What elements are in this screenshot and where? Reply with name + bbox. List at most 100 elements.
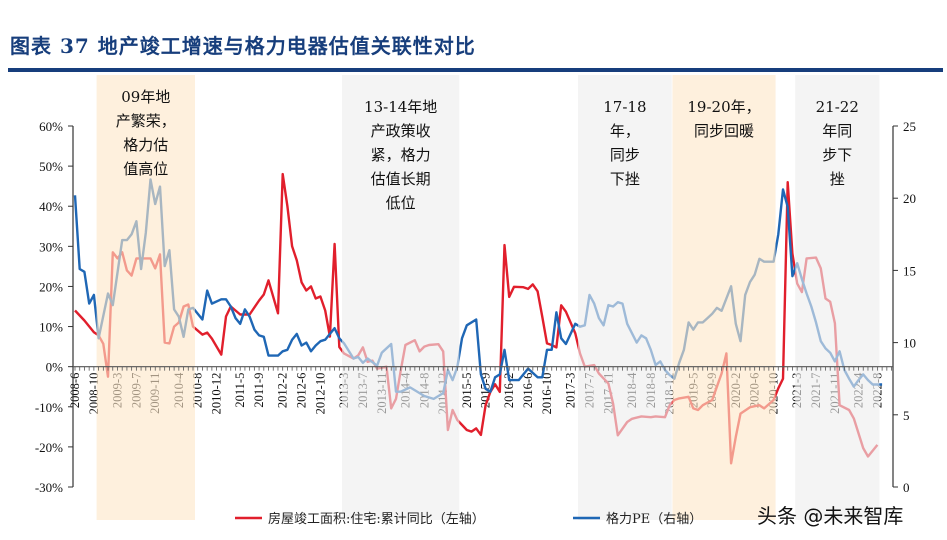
gree-pe-point [93,294,95,296]
completion-growth-point [565,311,567,313]
gree-pe-point [489,391,491,393]
gree-pe-point [777,233,779,235]
gree-pe-point [504,349,506,351]
gree-pe-point [555,311,557,313]
x-tick-label: 2016-6 [521,373,535,408]
legend-label-blue: 格力PE（右轴） [606,511,702,527]
period-bands [96,75,880,520]
gree-pe-point [518,379,520,381]
completion-growth-point [541,316,543,318]
y-left-tick-label: 60% [39,119,63,134]
band-annotation-line: 同步 [610,146,640,164]
y-left-tick-label: -30% [35,480,63,495]
x-tick-label: 2008-6 [68,373,82,408]
gree-pe-point [286,349,288,351]
completion-growth-point [296,259,298,261]
completion-growth-point [574,332,576,334]
x-tick-label: 2012-6 [295,373,309,408]
y-left-tick-label: 20% [39,279,63,294]
gree-pe-point [83,271,85,273]
y-right-tick-label: 5 [903,408,910,423]
completion-growth-point [475,427,477,429]
gree-pe-point [268,355,270,357]
gree-pe-point [499,373,501,375]
gree-pe-point [249,316,251,318]
band-annotation-line: 低位 [386,194,416,212]
completion-growth-point [206,332,208,334]
band-annotation-line: 产繁荣， [116,112,176,130]
gree-pe-point [546,349,548,351]
gree-pe-point [263,336,265,338]
band-annotation-line: 产政策收 [371,122,431,140]
period-band [96,75,195,520]
completion-growth-point [301,281,303,283]
gree-pe-point [258,334,260,336]
band-annotation-line: 13-14年地 [364,98,437,116]
completion-growth-point [239,314,241,316]
band-annotation-line: 估值长期 [371,170,431,188]
completion-growth-point [310,285,312,287]
completion-growth-point [508,296,510,298]
completion-growth-point [315,297,317,299]
completion-growth-point [305,289,307,291]
y-left-tick-label: 30% [39,239,63,254]
y-left-tick-label: 0% [46,360,64,375]
gree-pe-point [305,342,307,344]
completion-growth-point [499,391,501,393]
completion-growth-point [324,310,326,312]
completion-growth-point [532,283,534,285]
band-annotation-line: 21-22 [816,98,859,116]
band-annotation-line: 步下 [822,146,852,164]
gree-pe-point [494,376,496,378]
x-tick-label: 2011-9 [252,373,266,408]
gree-pe-point [310,350,312,352]
gree-pe-point [319,340,321,342]
gree-pe-point [565,343,567,345]
completion-growth-point [546,342,548,344]
gree-pe-point [277,355,279,357]
completion-growth-point [225,316,227,318]
band-annotation-line: 年， [610,122,640,140]
gree-pe-point [244,308,246,310]
completion-growth-point [74,310,76,312]
completion-growth-point [291,245,293,247]
band-annotation-line: 19-20年， [687,98,760,116]
gree-pe-point [541,376,543,378]
gree-pe-point [508,379,510,381]
gree-pe-point [211,303,213,305]
completion-growth-point [282,173,284,175]
watermark: 头条 @未来智库 [757,504,903,528]
gree-pe-point [315,344,317,346]
gree-pe-point [480,373,482,375]
band-annotation-line: 17-18 [603,98,646,116]
completion-growth-point [268,279,270,281]
chart-title: 图表 37 地产竣工增速与格力电器估值关联性对比 [10,34,476,58]
period-band [795,75,880,520]
completion-growth-point [485,404,487,406]
period-band [342,75,460,520]
band-annotation-line: 挫 [830,170,845,188]
band-annotation-line: 同步回暖 [694,122,754,140]
period-band [578,75,672,520]
gree-pe-point [282,350,284,352]
completion-growth-point [83,320,85,322]
y-right-tick-label: 0 [903,480,910,495]
gree-pe-point [220,298,222,300]
band-annotation-line: 年同 [822,122,852,140]
gree-pe-point [791,275,793,277]
gree-pe-point [296,333,298,335]
gree-pe-point [551,349,553,351]
completion-growth-point [560,304,562,306]
completion-growth-point [494,383,496,385]
completion-growth-point [201,334,203,336]
completion-growth-point [93,331,95,333]
completion-growth-point [522,286,524,288]
gree-pe-point [88,303,90,305]
y-right-tick-label: 20 [903,191,916,206]
gree-pe-point [537,376,539,378]
gree-pe-point [782,189,784,191]
y-right-tick-label: 10 [903,336,916,351]
band-annotation-line: 紧，格力 [371,146,431,164]
completion-growth-point [470,431,472,433]
